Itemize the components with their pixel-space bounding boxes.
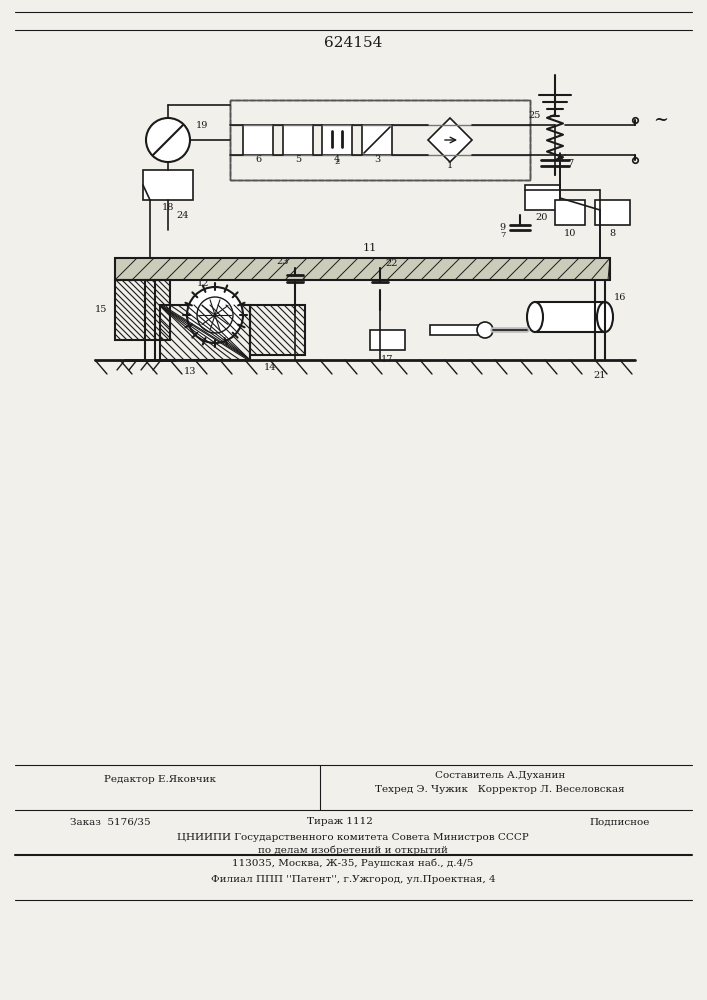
Text: 3: 3 [374, 154, 380, 163]
Text: 4: 4 [334, 154, 340, 163]
Bar [322, 125, 352, 155]
Bar [370, 330, 405, 350]
Text: 11: 11 [363, 243, 377, 253]
Text: по делам изобретений и открытий: по делам изобретений и открытий [258, 845, 448, 855]
Bar [143, 170, 193, 200]
Text: Техред Э. Чужик   Корректор Л. Веселовская: Техред Э. Чужик Корректор Л. Веселовская [375, 786, 625, 794]
Text: 24: 24 [176, 211, 189, 220]
Text: 624154: 624154 [324, 36, 382, 50]
Polygon shape [428, 118, 472, 162]
Text: Подписное: Подписное [590, 818, 650, 826]
Bar [230, 100, 530, 180]
Bar [115, 258, 610, 280]
Bar [115, 280, 170, 340]
Bar [230, 100, 530, 180]
Circle shape [187, 287, 243, 343]
Text: ~: ~ [653, 111, 668, 129]
Text: 19: 19 [196, 120, 209, 129]
Text: 22: 22 [385, 259, 397, 268]
Text: 12: 12 [197, 278, 209, 288]
Text: Составитель А.Духанин: Составитель А.Духанин [435, 770, 565, 780]
Text: 10: 10 [563, 229, 576, 237]
Ellipse shape [597, 302, 613, 332]
Text: 25: 25 [529, 110, 541, 119]
Text: 7: 7 [501, 231, 506, 239]
Circle shape [146, 118, 190, 162]
Text: 14: 14 [264, 362, 276, 371]
Bar [555, 200, 585, 225]
Circle shape [197, 297, 233, 333]
Text: 18: 18 [162, 204, 174, 213]
Text: 9: 9 [500, 224, 506, 232]
Text: 8: 8 [609, 229, 615, 237]
Text: Заказ  5176/35: Заказ 5176/35 [70, 818, 151, 826]
Bar [283, 125, 313, 155]
Text: Филиал ППП ''Патент'', г.Ужгород, ул.Проектная, 4: Филиал ППП ''Патент'', г.Ужгород, ул.Про… [211, 876, 496, 884]
Bar [430, 325, 480, 335]
Text: +: + [300, 274, 308, 284]
Bar [160, 305, 250, 360]
Text: 6: 6 [255, 154, 261, 163]
Text: 113035, Москва, Ж-35, Раушская наб., д.4/5: 113035, Москва, Ж-35, Раушская наб., д.4… [233, 858, 474, 868]
Bar [243, 125, 273, 155]
Bar [535, 302, 605, 332]
Text: ЦНИИПИ Государственного комитета Совета Министров СССР: ЦНИИПИ Государственного комитета Совета … [177, 832, 529, 842]
Text: 13: 13 [184, 367, 197, 376]
Text: 17: 17 [381, 356, 393, 364]
Bar [250, 305, 305, 355]
Bar [595, 200, 630, 225]
Text: 21: 21 [594, 370, 606, 379]
Bar [362, 125, 392, 155]
Text: Тираж 1112: Тираж 1112 [307, 818, 373, 826]
Text: Редактор Е.Яковчик: Редактор Е.Яковчик [104, 776, 216, 784]
Text: 23: 23 [276, 257, 289, 266]
Bar [525, 185, 560, 210]
Text: 20: 20 [536, 214, 548, 223]
Text: 7: 7 [567, 158, 573, 167]
Text: 1: 1 [447, 160, 453, 169]
Ellipse shape [527, 302, 543, 332]
Text: 5: 5 [295, 154, 301, 163]
Text: 16: 16 [614, 292, 626, 302]
Circle shape [477, 322, 493, 338]
Text: 15: 15 [95, 306, 107, 314]
Text: 2: 2 [334, 158, 339, 166]
Bar [230, 100, 530, 180]
